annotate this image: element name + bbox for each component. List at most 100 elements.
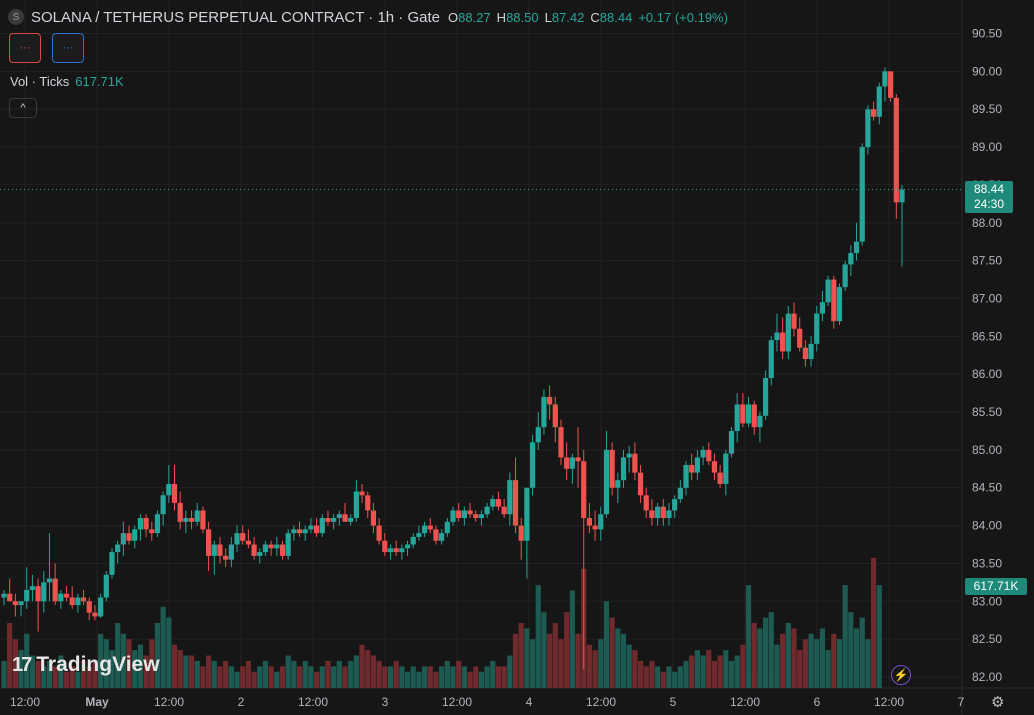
candle-body [518,525,524,541]
candle-body [598,514,604,530]
candle-body [149,529,155,534]
volume-bar [149,639,155,688]
volume-bar [188,655,195,688]
collapse-legend-button[interactable]: ^ [9,98,37,118]
candle-body [427,525,433,530]
price-tick-label: 84.50 [972,481,1002,495]
candle-body [490,499,496,507]
candle-body [620,457,627,481]
volume-bar [348,660,354,688]
candle-body [745,404,752,424]
volume-bar [734,655,740,688]
volume-bar [296,666,303,688]
tradingview-logo[interactable]: 17 TradingView [12,653,160,677]
volume-bar [683,660,689,688]
volume-bar [46,660,53,688]
volume-bar [780,633,786,688]
ohlc-change: +0.17 (+0.19%) [638,9,728,25]
volume-bar [313,671,320,688]
candle-body [137,518,144,530]
candle-body [689,465,695,473]
volume-bar [649,660,655,688]
candle-body [870,109,877,117]
volume-bar [41,666,47,688]
candle-body [836,287,843,322]
candle-body [291,529,297,534]
volume-bar [461,666,467,688]
tradingview-logo-text: TradingView [36,653,160,676]
red-indicator-button[interactable]: ··· [9,33,41,63]
candle-body [740,404,746,424]
candle-body [876,86,882,117]
volume-bar [677,666,683,688]
volume-bar [228,666,234,688]
candle-body [29,586,36,590]
candle-body [359,491,365,496]
candle-body [35,586,41,602]
ohlc-low: L87.42 [544,9,585,25]
volume-bar [331,666,337,688]
volume-bar [706,650,712,688]
volume-bar [109,650,115,688]
volume-bar [137,644,144,688]
volume-bar [63,671,70,688]
candle-body [382,540,388,553]
volume-bar [143,655,149,688]
candle-body [7,593,13,602]
volume-bar [637,660,644,688]
candle-body [1,593,7,598]
candle-body [512,480,519,526]
ohlc-high: H88.50 [496,9,539,25]
ohlc-legend: O88.27 H88.50 L87.42 C88.44 +0.17 (+0.19… [448,10,728,25]
candle-body [723,453,729,484]
volume-bar [842,585,848,688]
time-tick-label: 2 [238,695,245,709]
volume-bar [518,623,524,688]
volume-bar [603,601,610,688]
volume-bar [217,666,223,688]
volume-bar [126,639,132,688]
volume-bar [433,671,439,688]
volume-bar [18,650,24,688]
volume-bar [245,660,251,688]
candle-body [467,510,473,515]
time-tick-label: 6 [814,695,821,709]
candle-body [245,540,251,545]
volume-bar [171,644,178,688]
candle-body [473,514,479,519]
time-tick-label: 12:00 [10,695,40,709]
price-tick-label: 82.50 [972,632,1002,646]
candle-body [92,612,98,617]
volume-bar [80,660,87,688]
candle-body [46,578,53,583]
time-tick-label: 12:00 [298,695,328,709]
volume-bar [393,660,399,688]
volume-bar [319,666,325,688]
lightning-icon[interactable]: ⚡ [891,665,911,685]
volume-bar [808,633,814,688]
time-tick-label: 12:00 [586,695,616,709]
price-tick-label: 84.00 [972,519,1002,533]
gear-icon[interactable]: ⚙ [991,694,1005,711]
candle-body [791,313,797,329]
symbol-icon: S [8,9,24,25]
volume-bar [825,650,831,688]
volume-bar [234,671,240,688]
volume-bar [404,671,411,688]
candle-body [558,427,564,458]
volume-bar [865,639,871,688]
time-tick-label: 4 [526,695,533,709]
volume-bar [24,633,30,688]
price-tick-label: 85.00 [972,443,1002,457]
blue-indicator-button[interactable]: ··· [52,33,84,63]
volume-bar [387,666,394,688]
candle-body [177,502,183,522]
symbol-title[interactable]: SOLANA / TETHERUS PERPETUAL CONTRACT · 1… [31,8,440,26]
candle-body [319,518,325,534]
volume-bar [211,660,217,688]
volume-bar [620,633,627,688]
candle-body [643,495,649,511]
candle-body [325,518,331,522]
candle-body [831,279,837,322]
